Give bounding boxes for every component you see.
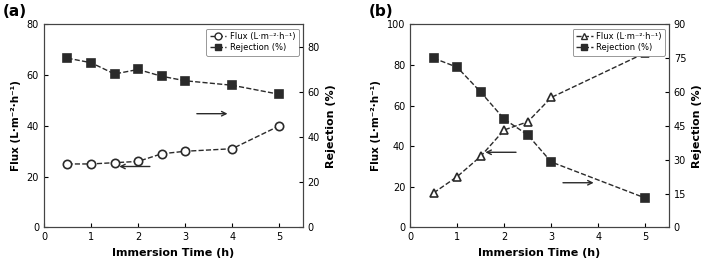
Legend: Flux (L·m⁻²·h⁻¹), Rejection (%): Flux (L·m⁻²·h⁻¹), Rejection (%)	[206, 29, 299, 56]
Y-axis label: Rejection (%): Rejection (%)	[325, 84, 335, 168]
Legend: Flux (L·m⁻²·h⁻¹), Rejection (%): Flux (L·m⁻²·h⁻¹), Rejection (%)	[573, 29, 665, 56]
Text: (a): (a)	[3, 4, 27, 19]
X-axis label: Immersion Time (h): Immersion Time (h)	[479, 248, 601, 258]
Text: (b): (b)	[369, 4, 393, 19]
Y-axis label: Flux (L·m⁻²·h⁻¹): Flux (L·m⁻²·h⁻¹)	[11, 80, 21, 171]
Y-axis label: Flux (L·m⁻²·h⁻¹): Flux (L·m⁻²·h⁻¹)	[371, 80, 381, 171]
Y-axis label: Rejection (%): Rejection (%)	[692, 84, 702, 168]
X-axis label: Immersion Time (h): Immersion Time (h)	[112, 248, 234, 258]
